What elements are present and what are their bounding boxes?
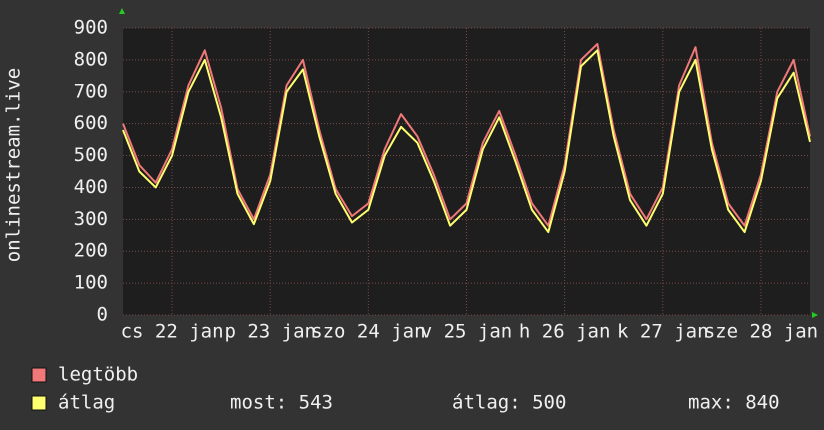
y-tick-label: 900 xyxy=(74,17,108,39)
x-tick-label: p 23 jan xyxy=(224,321,316,343)
stat-label: max: 840 xyxy=(688,392,780,414)
y-tick-label: 0 xyxy=(97,304,108,326)
y-tick-label: 200 xyxy=(74,240,108,262)
x-tick-label: v 25 jan xyxy=(421,321,513,343)
x-tick-label: sze 28 jan xyxy=(704,321,818,343)
stat-label: most: 543 xyxy=(230,392,333,414)
x-arrow xyxy=(812,312,818,318)
x-tick-label: k 27 jan xyxy=(617,321,709,343)
plot-area xyxy=(123,28,810,315)
legend-swatch xyxy=(31,367,47,383)
y-tick-label: 500 xyxy=(74,144,108,166)
y-tick-label: 100 xyxy=(74,272,108,294)
series-line xyxy=(122,49,811,234)
y-tick-label: 600 xyxy=(74,112,108,134)
y-tick-label: 400 xyxy=(74,176,108,198)
stat-label: átlag: 500 xyxy=(452,392,566,414)
x-tick-label: szo 24 jan xyxy=(311,321,425,343)
y-tick-label: 800 xyxy=(74,48,108,70)
y-tick-label: 700 xyxy=(74,80,108,102)
y-axis-label: onlinestream.live xyxy=(3,68,25,262)
x-tick-label: cs 22 jan xyxy=(121,321,224,343)
legend-label: átlag xyxy=(58,392,115,414)
legend-label: legtöbb xyxy=(58,364,138,386)
x-tick-label: h 26 jan xyxy=(519,321,611,343)
legend-swatch xyxy=(31,395,47,411)
y-tick-label: 300 xyxy=(74,208,108,230)
y-arrow xyxy=(119,8,125,14)
